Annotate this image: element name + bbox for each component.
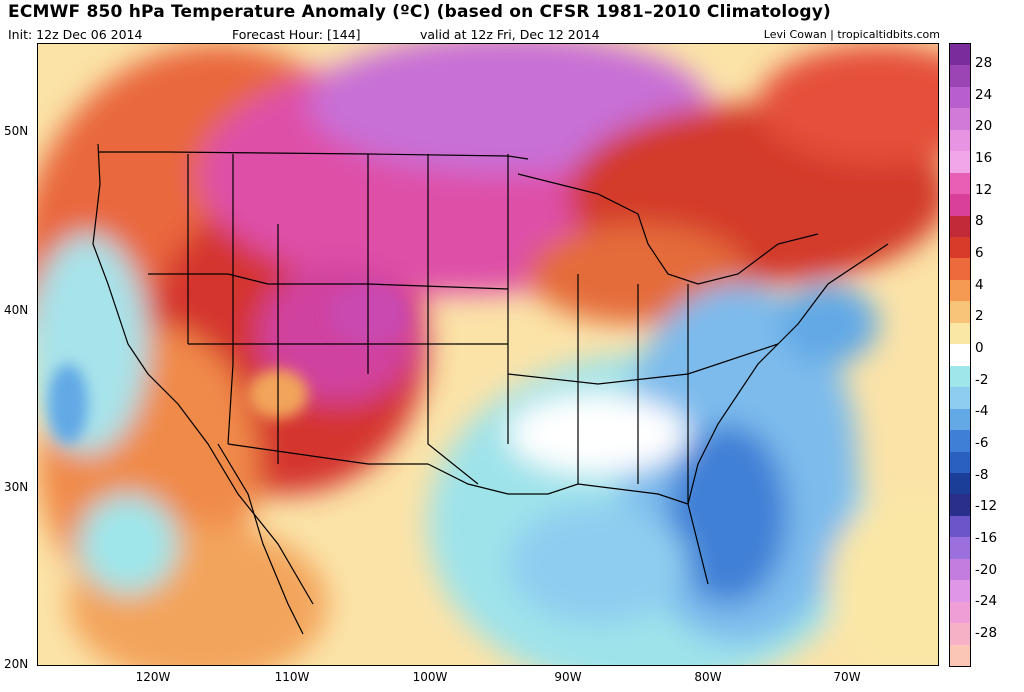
colorbar-segment xyxy=(950,86,970,109)
colorbar-segment xyxy=(950,301,970,324)
colorbar-segment xyxy=(950,494,970,517)
colorbar-label: 8 xyxy=(975,213,984,230)
colorbar-segment xyxy=(950,215,970,238)
colorbar-segment xyxy=(950,344,970,367)
colorbar-label: 24 xyxy=(975,86,993,103)
colorbar-segment xyxy=(950,65,970,88)
colorbar-label: 28 xyxy=(975,55,993,71)
lat-label: 30N xyxy=(4,480,29,494)
colorbar-segment xyxy=(950,537,970,560)
colorbar-segment xyxy=(950,172,970,195)
colorbar-segment xyxy=(950,194,970,217)
colorbar xyxy=(949,43,971,667)
colorbar-label: 6 xyxy=(975,245,984,262)
lon-label: 120W xyxy=(135,670,171,684)
colorbar-segment xyxy=(950,108,970,131)
lon-label: 80W xyxy=(694,670,722,684)
colorbar-label: 4 xyxy=(975,276,984,293)
colorbar-label: 16 xyxy=(975,150,993,167)
colorbar-label: 20 xyxy=(975,118,993,135)
lon-label: 100W xyxy=(412,670,448,684)
colorbar-segment xyxy=(950,580,970,603)
colorbar-segment xyxy=(950,644,970,667)
colorbar-label: -16 xyxy=(975,530,998,547)
valid-time: valid at 12z Fri, Dec 12 2014 xyxy=(420,27,600,42)
colorbar-segment xyxy=(950,387,970,410)
init-time: Init: 12z Dec 06 2014 xyxy=(8,27,143,42)
colorbar-segment xyxy=(950,601,970,624)
colorbar-label: -20 xyxy=(975,561,998,578)
colorbar-segment xyxy=(950,515,970,538)
lat-label: 50N xyxy=(4,124,29,138)
colorbar-segment xyxy=(950,129,970,152)
colorbar-segment xyxy=(950,365,970,388)
colorbar-label: -28 xyxy=(975,625,998,642)
colorbar-label: 0 xyxy=(975,340,984,357)
colorbar-label: 2 xyxy=(975,308,984,325)
lon-label: 90W xyxy=(554,670,582,684)
anomaly-field xyxy=(38,44,938,665)
colorbar-label: -2 xyxy=(975,371,989,388)
colorbar-segment xyxy=(950,558,970,581)
lat-label: 40N xyxy=(4,303,29,317)
credit: Levi Cowan | tropicaltidbits.com xyxy=(763,28,940,41)
colorbar-label: -8 xyxy=(975,466,989,483)
colorbar-segment xyxy=(950,623,970,646)
chart-title: ECMWF 850 hPa Temperature Anomaly (ºC) (… xyxy=(8,2,831,22)
colorbar-segment xyxy=(950,237,970,259)
colorbar-segment xyxy=(950,322,970,345)
colorbar-segment xyxy=(950,151,970,174)
anomaly-map xyxy=(38,44,938,665)
colorbar-segment xyxy=(950,430,970,452)
lon-label: 70W xyxy=(833,670,861,684)
colorbar-segment xyxy=(950,44,970,66)
colorbar-label: -24 xyxy=(975,593,998,610)
forecast-hour: Forecast Hour: [144] xyxy=(232,27,361,42)
colorbar-segment xyxy=(950,258,970,281)
colorbar-label: 12 xyxy=(975,181,993,198)
colorbar-segment xyxy=(950,451,970,474)
colorbar-segment xyxy=(950,279,970,302)
colorbar-label: -4 xyxy=(975,403,989,420)
lon-label: 110W xyxy=(274,670,310,684)
political-boundaries xyxy=(92,143,889,635)
lat-label: 20N xyxy=(4,657,29,671)
colorbar-segment xyxy=(950,408,970,431)
colorbar-label: -6 xyxy=(975,435,989,452)
map xyxy=(37,43,939,666)
colorbar-label: -12 xyxy=(975,498,998,515)
colorbar-segment xyxy=(950,472,970,495)
